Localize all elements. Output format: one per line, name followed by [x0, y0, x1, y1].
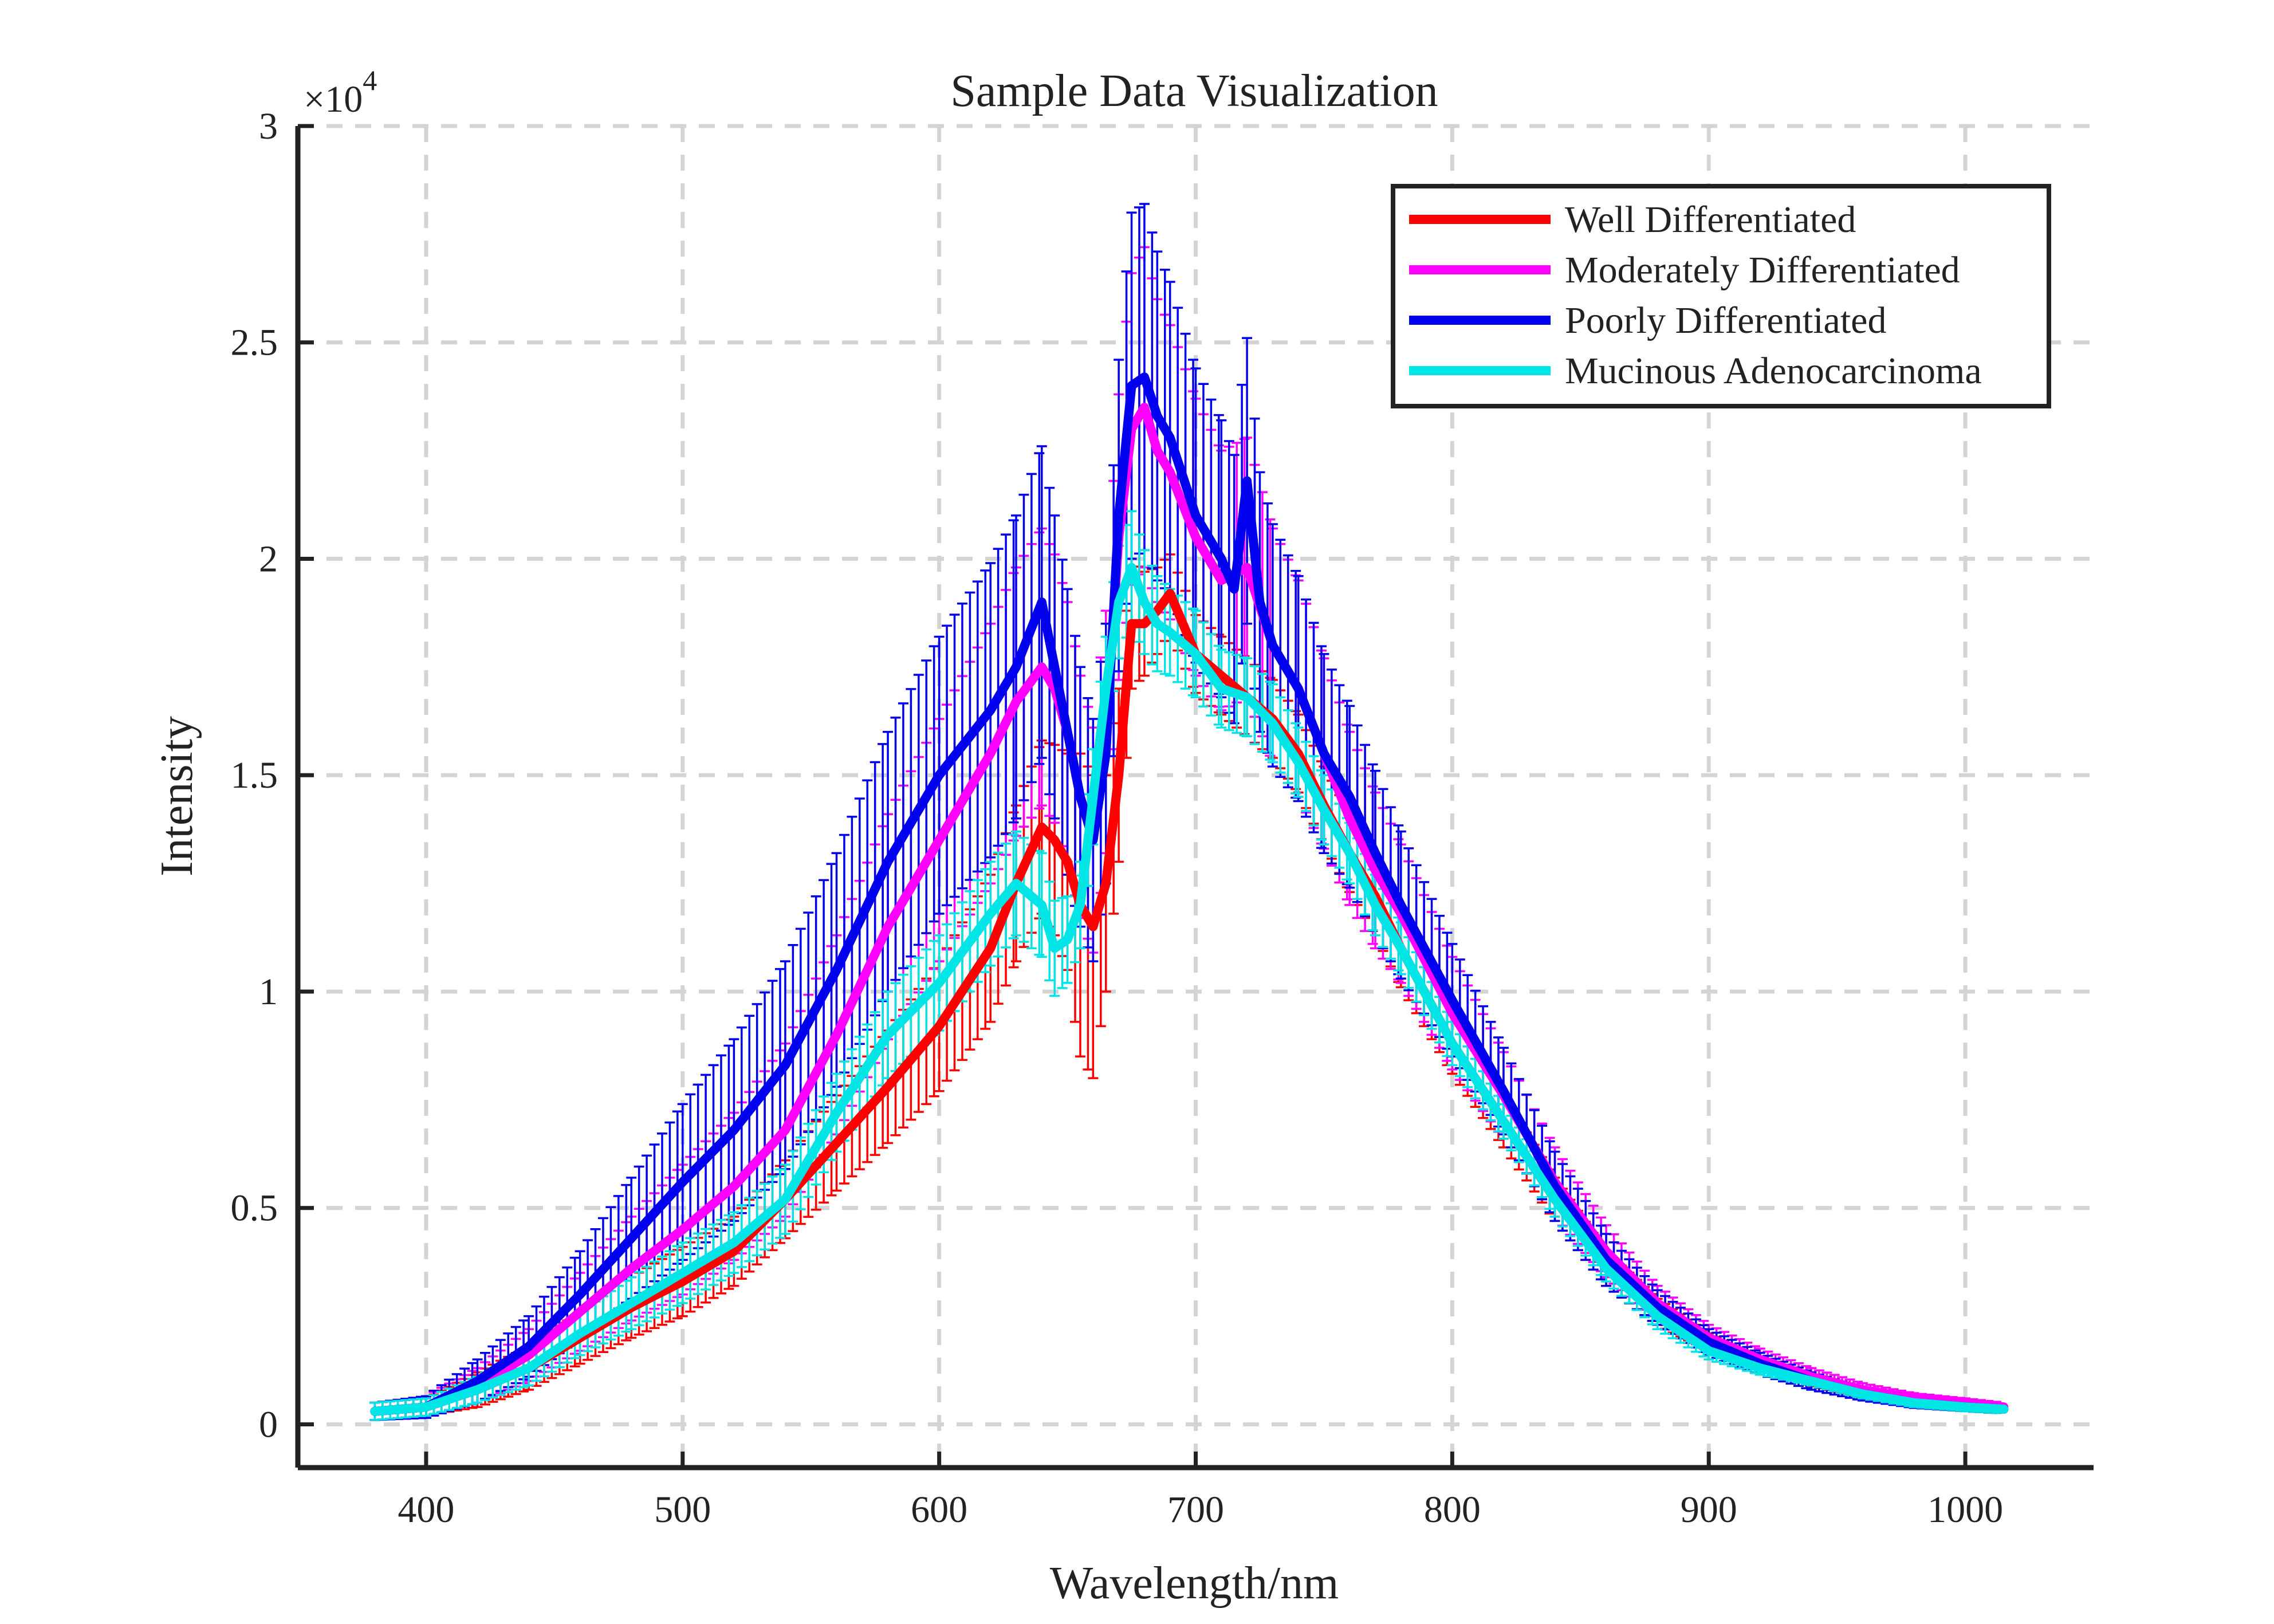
y-tick-label: 3 — [259, 105, 278, 147]
y-tick-label: 1.5 — [231, 754, 278, 796]
series-lines — [370, 372, 2009, 1416]
legend-label: Well Differentiated — [1565, 199, 1856, 241]
series-line-mucinous-adenocarcinoma — [370, 563, 2009, 1416]
series-line-moderately-differentiated — [370, 403, 2009, 1416]
x-tick-label: 900 — [1681, 1489, 1737, 1531]
y-tick-label: 2 — [259, 538, 278, 580]
x-tick-label: 400 — [398, 1489, 454, 1531]
y-axis-label: Intensity — [152, 716, 202, 876]
x-tick-label: 800 — [1424, 1489, 1481, 1531]
x-tick-label: 600 — [911, 1489, 967, 1531]
series-line-poorly-differentiated — [370, 372, 2009, 1416]
y-tick-label: 0 — [259, 1403, 278, 1445]
x-tick-label: 1000 — [1927, 1489, 2003, 1531]
axes — [295, 124, 2094, 1470]
chart-title: Sample Data Visualization — [950, 66, 1438, 116]
legend: Well Differentiated Moderately Differenti… — [1391, 184, 2051, 408]
y-tick-label: 2.5 — [231, 322, 278, 364]
legend-label: Mucinous Adenocarcinoma — [1565, 350, 1982, 392]
x-axis-label: Wavelength/nm — [1050, 1558, 1339, 1609]
legend-label: Moderately Differentiated — [1565, 249, 1960, 291]
x-tick-label: 700 — [1167, 1489, 1224, 1531]
y-exponent-base: ×10 — [304, 78, 363, 120]
y-exponent-power: 4 — [363, 64, 377, 96]
x-tick-label: 500 — [654, 1489, 711, 1531]
y-axis-exponent: ×104 — [304, 64, 377, 120]
tick-labels: 400 500 600 700 800 900 1000 0 0.5 1 1.5 2 2.5 3 — [231, 105, 2004, 1531]
y-tick-label: 0.5 — [231, 1187, 278, 1229]
y-tick-label: 1 — [259, 971, 278, 1013]
legend-label: Poorly Differentiated — [1565, 300, 1886, 341]
